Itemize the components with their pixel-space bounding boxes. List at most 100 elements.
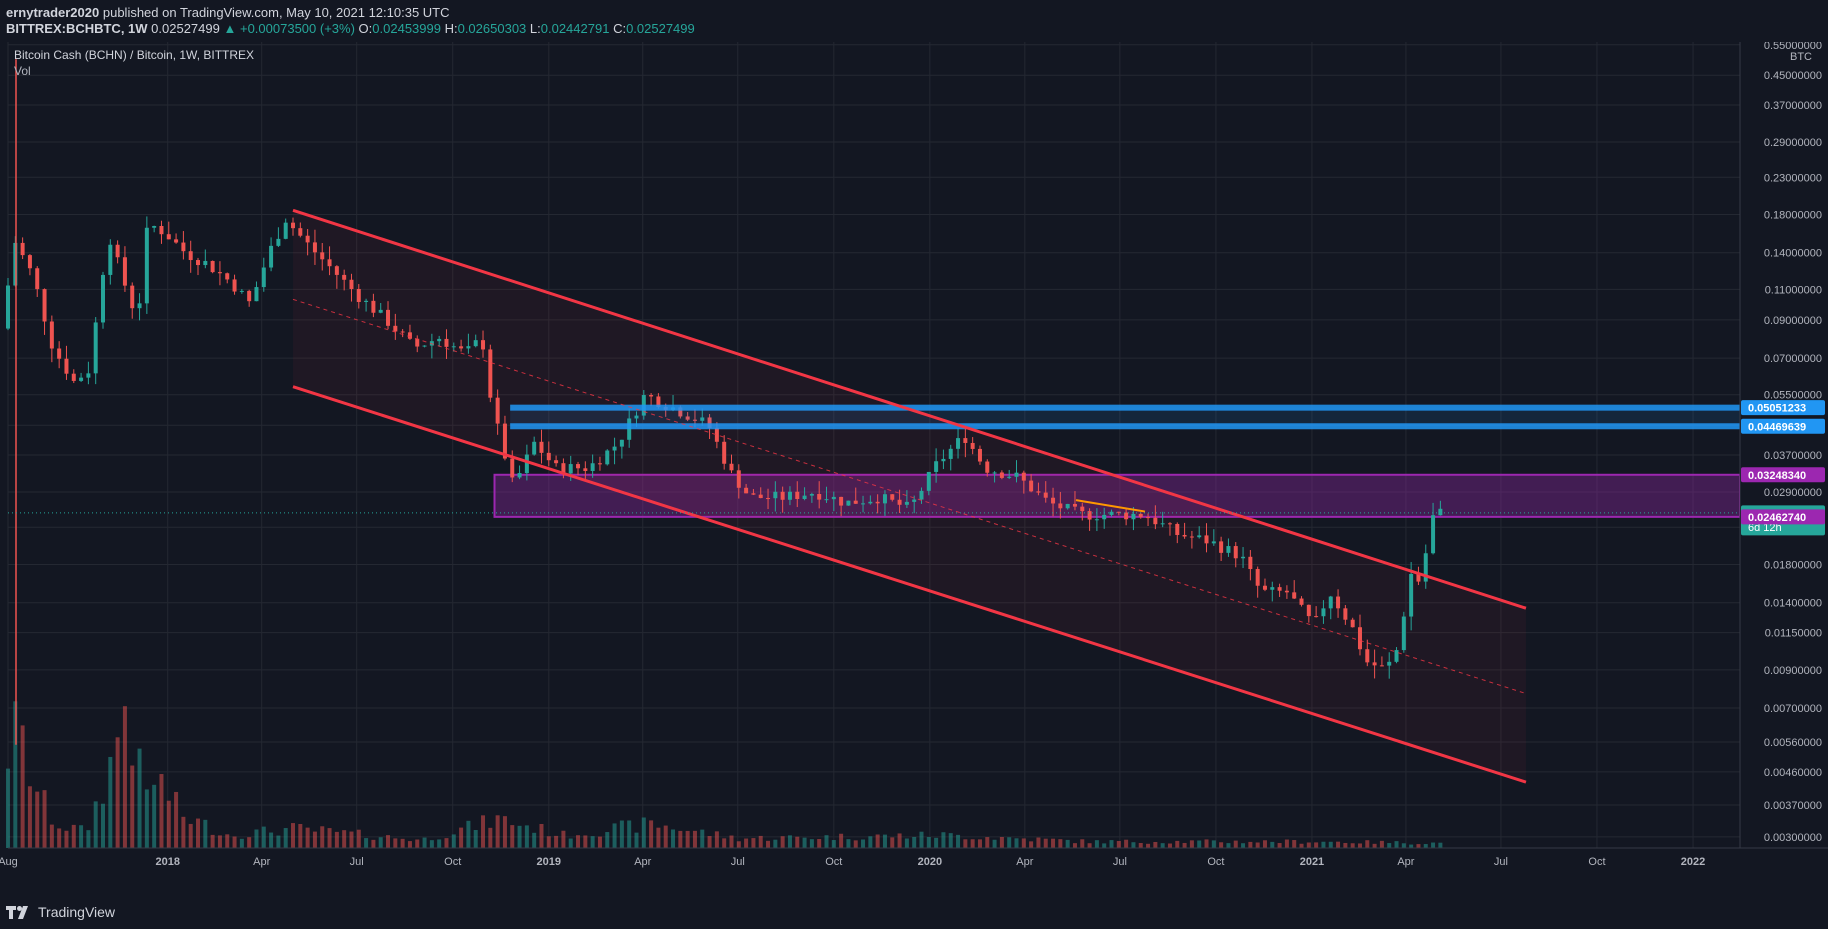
volume-bar	[963, 839, 968, 848]
channel-fill	[293, 210, 1526, 783]
candle-body	[831, 496, 836, 500]
tradingview-logo[interactable]: TradingView	[6, 904, 115, 920]
candle-body	[152, 225, 157, 228]
volume-bar	[254, 829, 259, 848]
candle-body	[269, 245, 274, 268]
volume-bar	[444, 838, 449, 848]
volume-bar	[35, 791, 40, 848]
volume-bar	[941, 832, 946, 848]
candle-body	[656, 396, 661, 408]
volume-bar	[415, 839, 420, 848]
candle-body	[809, 493, 814, 496]
volume-bar	[539, 823, 544, 848]
time-tick-label: 2019	[537, 856, 561, 868]
candle-body	[1167, 523, 1172, 525]
up-triangle-icon: ▲	[223, 21, 237, 36]
candle-body	[1153, 517, 1158, 525]
candle-body	[1241, 556, 1246, 559]
candle-body	[795, 491, 800, 500]
candle-body	[941, 458, 946, 462]
candle-body	[729, 463, 734, 471]
volume-bar	[839, 833, 844, 848]
candle-body	[49, 321, 54, 349]
volume-bar	[342, 830, 347, 848]
candle-body	[1072, 503, 1077, 507]
symbol-label[interactable]: BITTREX:BCHBTC, 1W	[6, 21, 148, 36]
time-tick-label: Apr	[1016, 856, 1033, 868]
volume-bar	[1299, 843, 1304, 848]
time-tick-label: Apr	[253, 856, 270, 868]
volume-bar	[576, 835, 581, 848]
candle-body	[1014, 472, 1019, 477]
volume-bar	[1401, 843, 1406, 848]
volume-bar	[400, 838, 405, 848]
candle-body	[934, 461, 939, 472]
candle-body	[919, 490, 924, 500]
volume-bar	[42, 790, 47, 848]
chart-title: Bitcoin Cash (BCHN) / Bitcoin, 1W, BITTR…	[14, 48, 254, 62]
blue-resistance-level	[510, 404, 1740, 411]
candle-body	[159, 225, 164, 235]
price-label-purple-bottom-bg	[1741, 509, 1825, 525]
volume-bar	[1314, 842, 1319, 848]
candle-body	[1197, 535, 1202, 538]
volume-bar	[846, 839, 851, 848]
volume-bar	[751, 838, 756, 848]
chart-area[interactable]: 0.55000000 0.45000000 0.37000000 0.29000000…	[0, 42, 1828, 897]
author-name[interactable]: ernytrader2020	[6, 5, 100, 20]
volume-bar	[393, 838, 398, 848]
volume-bar	[57, 828, 62, 848]
volume-bar	[817, 838, 822, 848]
candle-body	[707, 417, 712, 428]
candle-body	[459, 346, 464, 349]
candle-body	[20, 242, 25, 256]
candle-body	[1211, 541, 1216, 544]
volume-bar	[568, 838, 573, 848]
volume-bar	[634, 832, 639, 848]
volume-bar	[1189, 840, 1194, 848]
candle-body	[415, 338, 420, 347]
volume-bar	[919, 831, 924, 848]
candle-body	[751, 493, 756, 495]
candle-body	[1401, 616, 1406, 651]
volume-bar	[1167, 843, 1172, 848]
candle-body	[590, 463, 595, 471]
candle-body	[57, 348, 62, 359]
volume-bar	[1065, 839, 1070, 848]
volume-bar	[956, 834, 961, 848]
volume-bar	[451, 834, 456, 848]
volume-bar	[1043, 838, 1048, 848]
volume-bar	[1153, 841, 1158, 848]
candle-body	[532, 441, 537, 455]
purple-support-zone	[493, 473, 1741, 518]
volume-bar	[473, 829, 478, 848]
candle-body	[1277, 587, 1282, 591]
volume-bar	[1226, 843, 1231, 848]
volume-bar	[1379, 840, 1384, 848]
price-tick-label: 0.45000000	[1764, 70, 1822, 82]
volume-bar	[517, 825, 522, 848]
volume-bar	[1087, 843, 1092, 848]
candle-body	[1007, 476, 1012, 478]
volume-bar	[882, 834, 887, 848]
candle-body	[1321, 608, 1326, 617]
volume-bar	[320, 826, 325, 848]
candle-body	[342, 274, 347, 280]
volume-bar	[1306, 842, 1311, 848]
volume-bar	[1072, 843, 1077, 848]
candle-body	[1365, 649, 1370, 663]
candle-body	[451, 346, 456, 348]
price-label-purple-bottom: 0.02462740	[1748, 512, 1806, 524]
volume-bar	[1270, 841, 1275, 848]
price-tick-label: 0.01800000	[1764, 560, 1822, 572]
candle-body	[992, 472, 997, 474]
candle-body	[181, 242, 186, 252]
volume-bar	[809, 839, 814, 848]
time-tick-label: 2018	[155, 856, 179, 868]
candle-body	[839, 496, 844, 506]
candle-body	[130, 285, 135, 309]
volume-bar	[1248, 841, 1253, 848]
time-tick-label: Oct	[825, 856, 842, 868]
price-chart[interactable]: 0.55000000 0.45000000 0.37000000 0.29000000…	[0, 42, 1828, 897]
candle-body	[890, 494, 895, 500]
